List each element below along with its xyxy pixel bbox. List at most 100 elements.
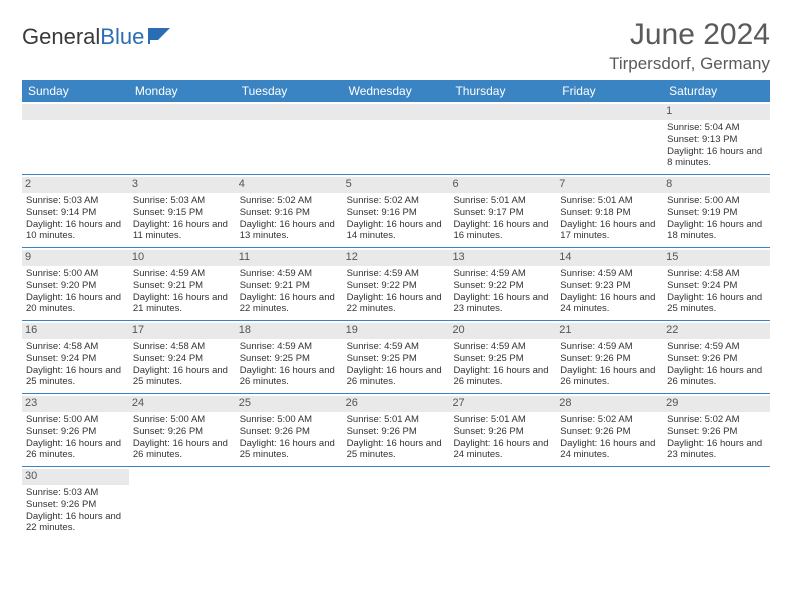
day-cell	[556, 467, 663, 539]
weekday-header-row: Sunday Monday Tuesday Wednesday Thursday…	[22, 80, 770, 102]
day-cell: 12 Sunrise: 4:59 AM Sunset: 9:22 PM Dayli…	[343, 248, 450, 320]
weekday-header: Friday	[556, 80, 663, 102]
day-cell: 9 Sunrise: 5:00 AM Sunset: 9:20 PM Daylig…	[22, 248, 129, 320]
day-details: Sunrise: 4:59 AM Sunset: 9:26 PM Dayligh…	[560, 341, 659, 389]
empty-day-bar	[556, 104, 663, 120]
day-details: Sunrise: 4:58 AM Sunset: 9:24 PM Dayligh…	[26, 341, 125, 389]
day-number: 27	[449, 396, 556, 412]
day-cell: 4Sunrise: 5:02 AM Sunset: 9:16 PM Daylig…	[236, 175, 343, 247]
day-number: 17	[129, 323, 236, 339]
day-number: 21	[556, 323, 663, 339]
day-cell: 22 Sunrise: 4:59 AM Sunset: 9:26 PM Dayli…	[663, 321, 770, 393]
day-cell: 3Sunrise: 5:03 AM Sunset: 9:15 PM Daylig…	[129, 175, 236, 247]
day-cell: 26 Sunrise: 5:01 AM Sunset: 9:26 PM Dayli…	[343, 394, 450, 466]
day-cell	[236, 467, 343, 539]
day-number: 8	[663, 177, 770, 193]
day-number: 15	[663, 250, 770, 266]
day-cell: 28 Sunrise: 5:02 AM Sunset: 9:26 PM Dayli…	[556, 394, 663, 466]
week-row: 30Sunrise: 5:03 AM Sunset: 9:26 PM Dayli…	[22, 467, 770, 539]
day-details: Sunrise: 5:01 AM Sunset: 9:26 PM Dayligh…	[347, 414, 446, 462]
day-number: 1	[663, 104, 770, 120]
day-details: Sunrise: 5:02 AM Sunset: 9:16 PM Dayligh…	[240, 195, 339, 243]
day-details: Sunrise: 4:58 AM Sunset: 9:24 PM Dayligh…	[667, 268, 766, 316]
day-details: Sunrise: 4:59 AM Sunset: 9:23 PM Dayligh…	[560, 268, 659, 316]
day-details: Sunrise: 5:00 AM Sunset: 9:20 PM Dayligh…	[26, 268, 125, 316]
day-cell: 13Sunrise: 4:59 AM Sunset: 9:22 PM Dayli…	[449, 248, 556, 320]
day-cell: 15 Sunrise: 4:58 AM Sunset: 9:24 PM Dayli…	[663, 248, 770, 320]
day-cell: 2Sunrise: 5:03 AM Sunset: 9:14 PM Daylig…	[22, 175, 129, 247]
day-details: Sunrise: 5:00 AM Sunset: 9:19 PM Dayligh…	[667, 195, 766, 243]
day-cell: 21 Sunrise: 4:59 AM Sunset: 9:26 PM Dayli…	[556, 321, 663, 393]
weekday-header: Sunday	[22, 80, 129, 102]
day-number: 18	[236, 323, 343, 339]
day-number: 12	[343, 250, 450, 266]
day-number: 11	[236, 250, 343, 266]
day-number: 20	[449, 323, 556, 339]
day-number: 6	[449, 177, 556, 193]
day-cell: 16 Sunrise: 4:58 AM Sunset: 9:24 PM Dayli…	[22, 321, 129, 393]
day-cell: 18Sunrise: 4:59 AM Sunset: 9:25 PM Dayli…	[236, 321, 343, 393]
day-number: 10	[129, 250, 236, 266]
day-details: Sunrise: 5:00 AM Sunset: 9:26 PM Dayligh…	[133, 414, 232, 462]
day-cell: 17 Sunrise: 4:58 AM Sunset: 9:24 PM Dayli…	[129, 321, 236, 393]
empty-day-bar	[449, 104, 556, 120]
day-number: 25	[236, 396, 343, 412]
day-number: 7	[556, 177, 663, 193]
day-details: Sunrise: 5:01 AM Sunset: 9:18 PM Dayligh…	[560, 195, 659, 243]
day-details: Sunrise: 5:04 AM Sunset: 9:13 PM Dayligh…	[667, 122, 766, 170]
day-cell: 1 Sunrise: 5:04 AM Sunset: 9:13 PM Daylig…	[663, 102, 770, 174]
day-details: Sunrise: 5:00 AM Sunset: 9:26 PM Dayligh…	[240, 414, 339, 462]
day-cell	[556, 102, 663, 174]
day-number: 19	[343, 323, 450, 339]
week-row: 16Sunrise: 4:58 AM Sunset: 9:24 PM Dayli…	[22, 321, 770, 394]
weekday-header: Thursday	[449, 80, 556, 102]
day-cell: 20 Sunrise: 4:59 AM Sunset: 9:25 PM Dayli…	[449, 321, 556, 393]
day-cell	[663, 467, 770, 539]
day-cell	[449, 467, 556, 539]
empty-day-bar	[129, 104, 236, 120]
day-cell: 14Sunrise: 4:59 AM Sunset: 9:23 PM Dayli…	[556, 248, 663, 320]
day-details: Sunrise: 4:59 AM Sunset: 9:22 PM Dayligh…	[347, 268, 446, 316]
day-number: 2	[22, 177, 129, 193]
flag-icon	[148, 24, 174, 50]
empty-day-bar	[236, 104, 343, 120]
title-block: June 2024 Tirpersdorf, Germany	[609, 18, 770, 74]
day-cell	[343, 102, 450, 174]
day-cell: 19 Sunrise: 4:59 AM Sunset: 9:25 PM Dayli…	[343, 321, 450, 393]
day-number: 23	[22, 396, 129, 412]
day-details: Sunrise: 5:01 AM Sunset: 9:17 PM Dayligh…	[453, 195, 552, 243]
logo-text-1: General	[22, 24, 100, 50]
day-number: 16	[22, 323, 129, 339]
page-header: GeneralBlue June 2024 Tirpersdorf, Germa…	[22, 18, 770, 74]
day-details: Sunrise: 4:58 AM Sunset: 9:24 PM Dayligh…	[133, 341, 232, 389]
weekday-header: Monday	[129, 80, 236, 102]
day-cell	[449, 102, 556, 174]
day-number: 22	[663, 323, 770, 339]
day-details: Sunrise: 4:59 AM Sunset: 9:26 PM Dayligh…	[667, 341, 766, 389]
day-details: Sunrise: 5:02 AM Sunset: 9:26 PM Dayligh…	[560, 414, 659, 462]
weekday-header: Saturday	[663, 80, 770, 102]
day-details: Sunrise: 4:59 AM Sunset: 9:25 PM Dayligh…	[453, 341, 552, 389]
day-cell	[22, 102, 129, 174]
day-details: Sunrise: 5:00 AM Sunset: 9:26 PM Dayligh…	[26, 414, 125, 462]
day-cell: 23 Sunrise: 5:00 AM Sunset: 9:26 PM Dayli…	[22, 394, 129, 466]
day-number: 9	[22, 250, 129, 266]
day-details: Sunrise: 5:01 AM Sunset: 9:26 PM Dayligh…	[453, 414, 552, 462]
day-cell: 8 Sunrise: 5:00 AM Sunset: 9:19 PM Daylig…	[663, 175, 770, 247]
day-number: 13	[449, 250, 556, 266]
day-cell	[129, 467, 236, 539]
empty-day-bar	[343, 104, 450, 120]
day-cell	[343, 467, 450, 539]
day-number: 24	[129, 396, 236, 412]
day-details: Sunrise: 4:59 AM Sunset: 9:21 PM Dayligh…	[133, 268, 232, 316]
logo: GeneralBlue	[22, 24, 174, 50]
location-label: Tirpersdorf, Germany	[609, 54, 770, 74]
day-details: Sunrise: 4:59 AM Sunset: 9:25 PM Dayligh…	[347, 341, 446, 389]
week-row: 23Sunrise: 5:00 AM Sunset: 9:26 PM Dayli…	[22, 394, 770, 467]
week-row: 2Sunrise: 5:03 AM Sunset: 9:14 PM Daylig…	[22, 175, 770, 248]
day-cell: 24 Sunrise: 5:00 AM Sunset: 9:26 PM Dayli…	[129, 394, 236, 466]
day-number: 28	[556, 396, 663, 412]
day-details: Sunrise: 5:02 AM Sunset: 9:26 PM Dayligh…	[667, 414, 766, 462]
day-number: 26	[343, 396, 450, 412]
day-details: Sunrise: 5:03 AM Sunset: 9:26 PM Dayligh…	[26, 487, 125, 535]
